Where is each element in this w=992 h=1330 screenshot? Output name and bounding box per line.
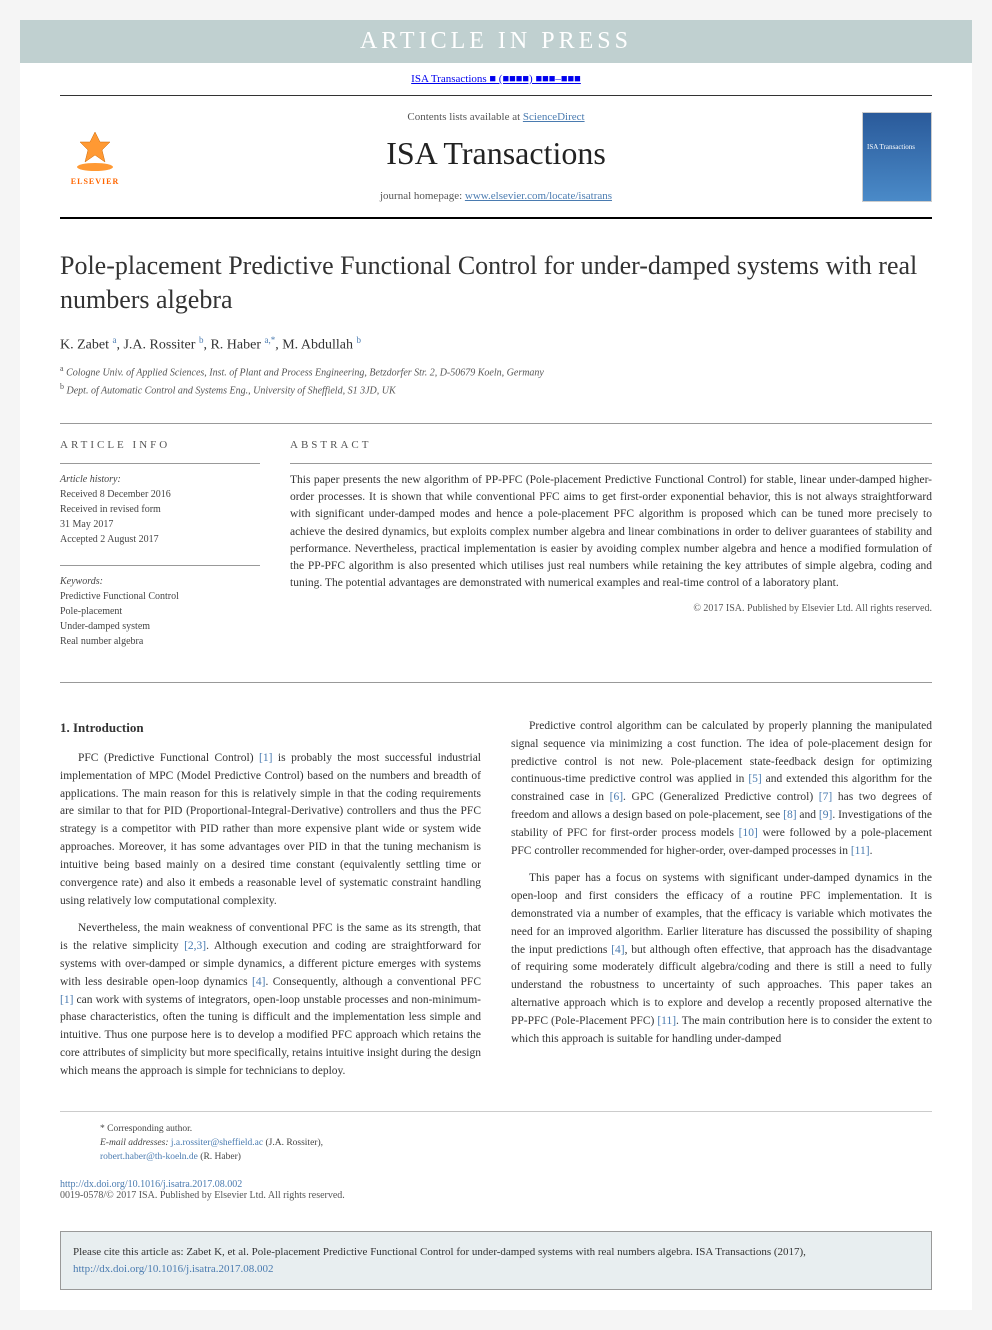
ref-link[interactable]: [8]: [783, 809, 796, 821]
header-citation-link[interactable]: ISA Transactions ■ (■■■■) ■■■–■■■: [411, 73, 581, 85]
journal-name: ISA Transactions: [130, 135, 862, 172]
divider: [60, 423, 932, 424]
homepage-label: journal homepage:: [380, 190, 465, 202]
body-paragraph: Nevertheless, the main weakness of conve…: [60, 920, 481, 1080]
abstract-copyright: © 2017 ISA. Published by Elsevier Ltd. A…: [290, 603, 932, 614]
elsevier-logo: ELSEVIER: [60, 122, 130, 192]
body-paragraph: Predictive control algorithm can be calc…: [511, 718, 932, 861]
article-info-column: ARTICLE INFO Article history: Received 8…: [60, 439, 260, 667]
body-paragraph: This paper has a focus on systems with s…: [511, 870, 932, 1048]
title-area: Pole-placement Predictive Functional Con…: [20, 219, 972, 408]
doi-block: http://dx.doi.org/10.1016/j.isatra.2017.…: [20, 1174, 972, 1221]
sciencedirect-link[interactable]: ScienceDirect: [523, 111, 585, 123]
keyword: Real number algebra: [60, 636, 143, 647]
body-paragraph: PFC (Predictive Functional Control) [1] …: [60, 750, 481, 910]
keyword: Predictive Functional Control: [60, 591, 179, 602]
keywords-block: Keywords: Predictive Functional Control P…: [60, 565, 260, 649]
ref-link[interactable]: [5]: [748, 773, 761, 785]
email-link[interactable]: robert.haber@th-koeln.de: [100, 1152, 198, 1162]
doi-link[interactable]: http://dx.doi.org/10.1016/j.isatra.2017.…: [60, 1179, 242, 1190]
intro-heading: 1. Introduction: [60, 718, 481, 738]
ref-link[interactable]: [1]: [60, 994, 73, 1006]
contents-prefix: Contents lists available at: [407, 111, 522, 123]
article-history-block: Article history: Received 8 December 201…: [60, 463, 260, 547]
journal-center-block: Contents lists available at ScienceDirec…: [130, 111, 862, 202]
body-text: 1. Introduction PFC (Predictive Function…: [20, 698, 972, 1101]
email-line: E-mail addresses: j.a.rossiter@sheffield…: [100, 1136, 892, 1165]
journal-header-box: ELSEVIER Contents lists available at Sci…: [60, 95, 932, 219]
history-line: Received 8 December 2016: [60, 489, 171, 500]
footnotes: * Corresponding author. E-mail addresses…: [60, 1111, 932, 1175]
keyword: Pole-placement: [60, 606, 122, 617]
abstract-column: ABSTRACT This paper presents the new alg…: [290, 439, 932, 667]
keywords-label: Keywords:: [60, 576, 103, 587]
cite-box-text: Please cite this article as: Zabet K, et…: [73, 1246, 806, 1258]
email-link[interactable]: j.a.rossiter@sheffield.ac: [171, 1138, 263, 1148]
journal-homepage-line: journal homepage: www.elsevier.com/locat…: [130, 190, 862, 202]
page: ARTICLE IN PRESS ISA Transactions ■ (■■■…: [20, 20, 972, 1310]
elsevier-label: ELSEVIER: [71, 177, 119, 186]
ref-link[interactable]: [1]: [259, 752, 272, 764]
ref-link[interactable]: [10]: [739, 827, 758, 839]
keyword: Under-damped system: [60, 621, 150, 632]
contents-available-line: Contents lists available at ScienceDirec…: [130, 111, 862, 123]
divider: [60, 682, 932, 683]
ref-link[interactable]: [9]: [819, 809, 832, 821]
article-in-press-banner: ARTICLE IN PRESS: [20, 20, 972, 63]
affiliation-b: b Dept. of Automatic Control and Systems…: [60, 381, 932, 398]
homepage-link[interactable]: www.elsevier.com/locate/isatrans: [465, 190, 612, 202]
issn-copyright-line: 0019-0578/© 2017 ISA. Published by Elsev…: [60, 1190, 345, 1201]
journal-cover-thumbnail: [862, 112, 932, 202]
ref-link[interactable]: [4]: [611, 944, 624, 956]
ref-link[interactable]: [6]: [610, 791, 623, 803]
history-label: Article history:: [60, 474, 121, 485]
corresponding-author-note: * Corresponding author.: [100, 1122, 892, 1136]
ref-link[interactable]: [2,3]: [184, 940, 206, 952]
author-list: K. Zabet a, J.A. Rossiter b, R. Haber a,…: [60, 335, 932, 354]
abstract-text: This paper presents the new algorithm of…: [290, 463, 932, 593]
abstract-header: ABSTRACT: [290, 439, 932, 451]
header-citation: ISA Transactions ■ (■■■■) ■■■–■■■: [20, 63, 972, 95]
email-label: E-mail addresses:: [100, 1138, 169, 1148]
history-line: 31 May 2017: [60, 519, 113, 530]
affiliation-a: a Cologne Univ. of Applied Sciences, Ins…: [60, 363, 932, 380]
cite-this-article-box: Please cite this article as: Zabet K, et…: [60, 1231, 932, 1290]
ref-link[interactable]: [4]: [252, 976, 265, 988]
history-line: Received in revised form: [60, 504, 161, 515]
ref-link[interactable]: [11]: [657, 1015, 676, 1027]
info-abstract-row: ARTICLE INFO Article history: Received 8…: [20, 439, 972, 667]
cite-box-doi-link[interactable]: http://dx.doi.org/10.1016/j.isatra.2017.…: [73, 1263, 274, 1275]
ref-link[interactable]: [7]: [819, 791, 832, 803]
ref-link[interactable]: [11]: [851, 845, 870, 857]
history-line: Accepted 2 August 2017: [60, 534, 159, 545]
paper-title: Pole-placement Predictive Functional Con…: [60, 249, 932, 317]
article-info-header: ARTICLE INFO: [60, 439, 260, 451]
affiliations: a Cologne Univ. of Applied Sciences, Ins…: [60, 363, 932, 398]
